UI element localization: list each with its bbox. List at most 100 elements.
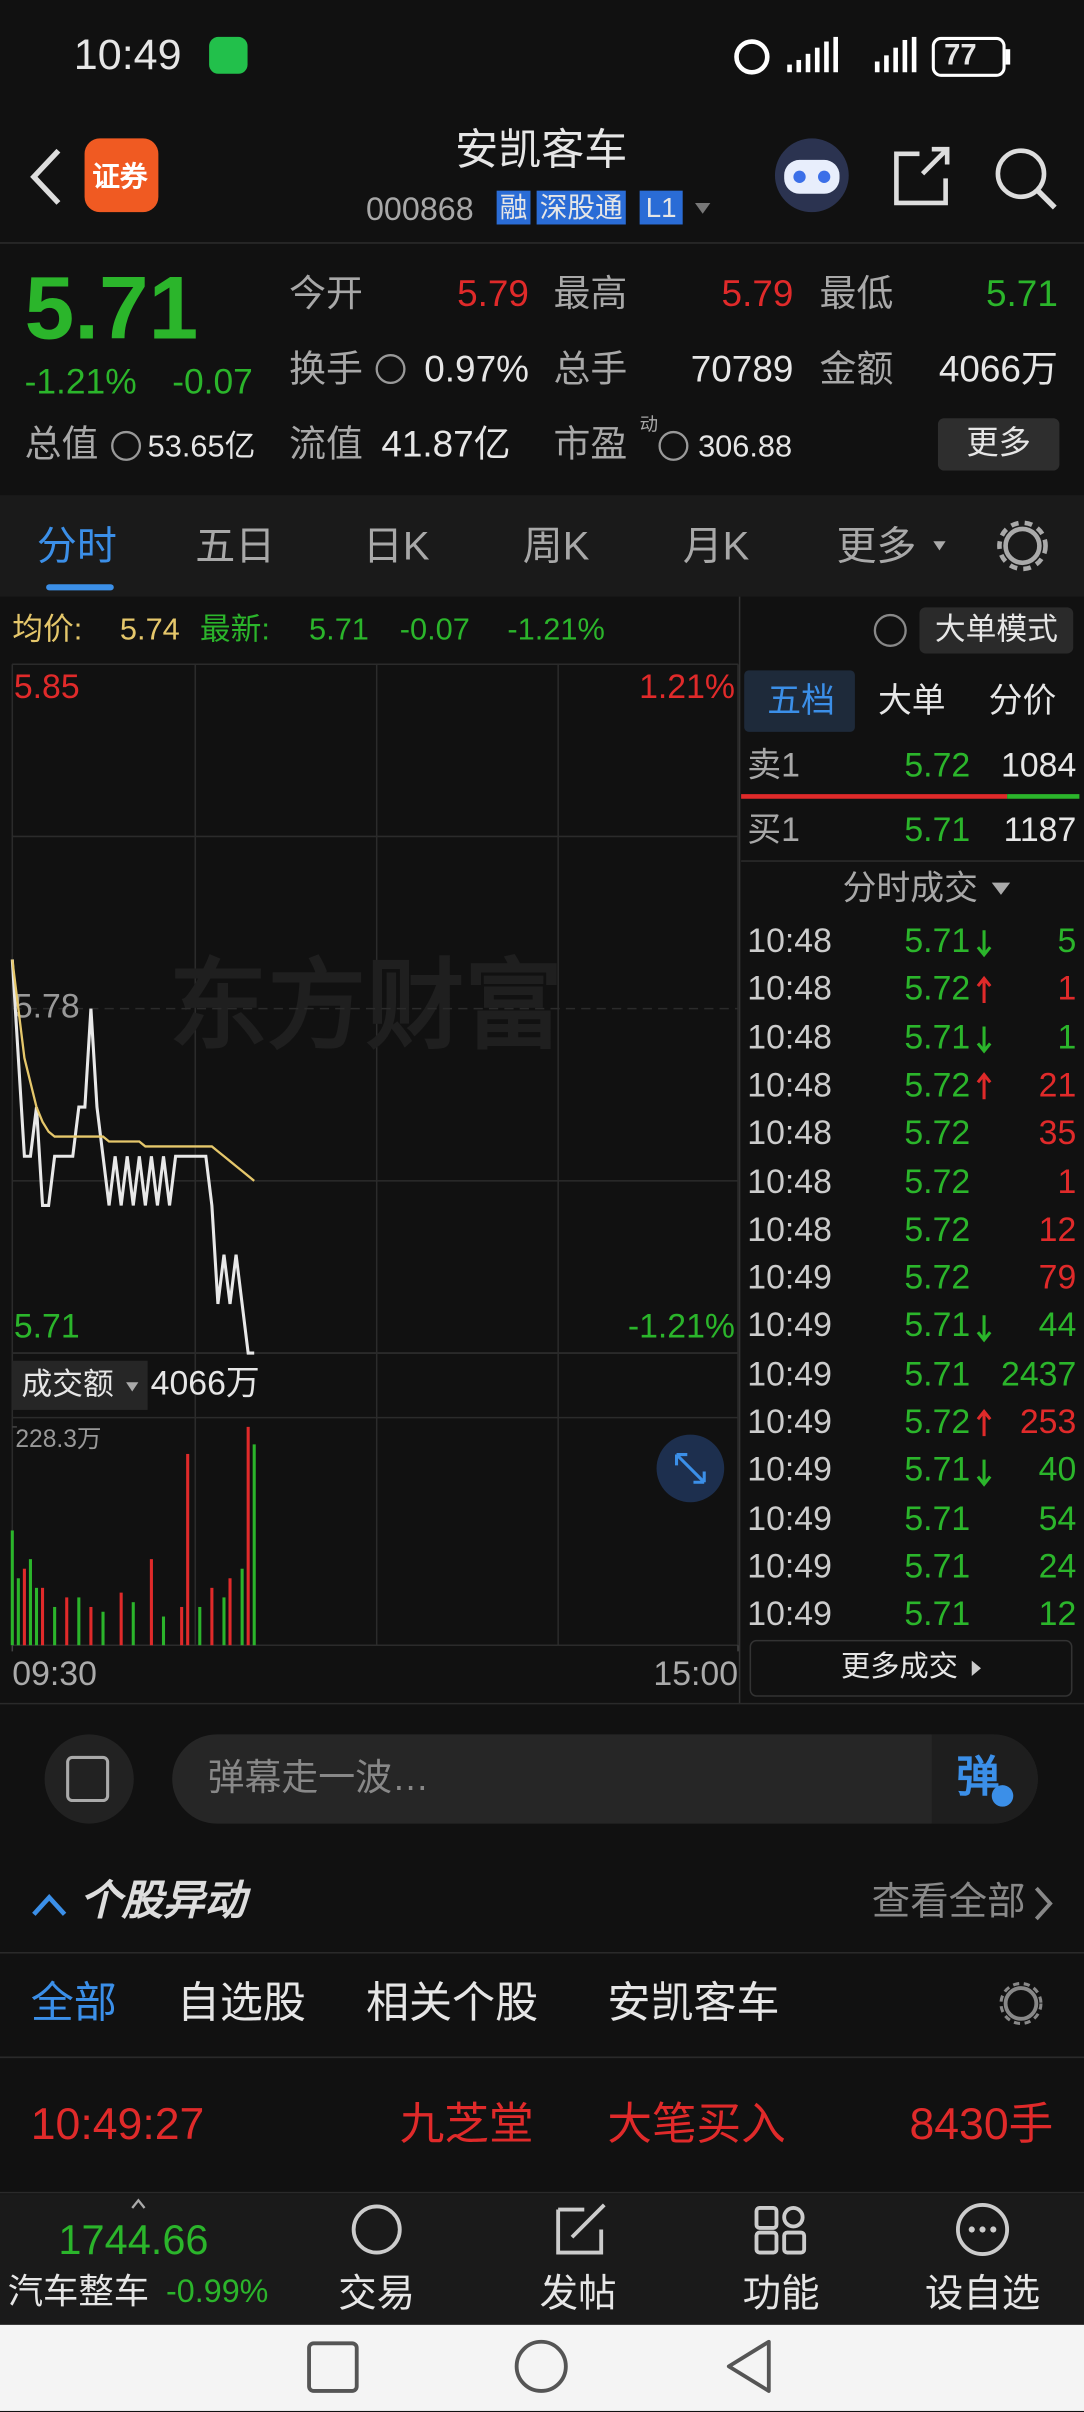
active-tab-bg xyxy=(744,670,855,732)
watermark: 东方财富 xyxy=(169,950,563,1061)
stat-value: 5.71 xyxy=(986,273,1058,316)
book-price: 5.71 xyxy=(904,810,971,849)
avg-value: 5.74 xyxy=(119,613,180,648)
mode-button-bg[interactable] xyxy=(919,607,1074,654)
battery-level: 77 xyxy=(944,39,977,73)
trade-time: 10:49 xyxy=(747,1306,832,1345)
trade-price: 5.72 xyxy=(904,1257,971,1297)
change-percent: -1.21% xyxy=(24,361,137,402)
trade-price: 5.71 xyxy=(904,921,971,960)
trade-price: 5.72 xyxy=(904,969,971,1008)
stat-label: 最高 xyxy=(553,273,628,316)
last-price: 5.71 xyxy=(24,258,199,359)
trade-price: 5.71 xyxy=(904,1306,971,1345)
index-value[interactable]: 1744.66 xyxy=(58,2217,209,2264)
view-all[interactable]: 查看全部 xyxy=(871,1880,1026,1924)
more-trades[interactable]: 更多成交 xyxy=(841,1651,958,1684)
back-button[interactable] xyxy=(30,148,61,205)
alarm-icon xyxy=(734,39,770,75)
volume-total: 4066万 xyxy=(150,1363,260,1403)
trade-volume: 44 xyxy=(1038,1306,1077,1345)
tab[interactable]: 更多 xyxy=(836,522,917,569)
mover-time: 10:49:27 xyxy=(30,2100,205,2150)
status-time: 10:49 xyxy=(73,30,182,79)
book-price: 5.72 xyxy=(904,745,971,785)
tab[interactable]: 分时 xyxy=(36,522,117,569)
trade-volume: 21 xyxy=(1038,1065,1077,1104)
search-icon[interactable] xyxy=(995,148,1047,200)
book-tab[interactable]: 大单 xyxy=(877,681,946,720)
dropdown-icon[interactable] xyxy=(694,202,711,214)
settings-icon[interactable] xyxy=(1003,526,1042,566)
trade-time: 10:49 xyxy=(747,1257,832,1297)
mover-volume: 8430手 xyxy=(909,2100,1054,2150)
stat-value: 0.97% xyxy=(424,349,529,391)
trade-volume: 12 xyxy=(1038,1594,1077,1634)
app-logo xyxy=(84,138,159,213)
mode-button[interactable]: 大单模式 xyxy=(934,613,1058,648)
comment-input[interactable] xyxy=(172,1734,1038,1824)
tab[interactable]: 周K xyxy=(522,522,590,569)
nav-item[interactable]: 交易 xyxy=(338,2272,416,2316)
volume-selector-bg[interactable] xyxy=(12,1360,148,1410)
nav-recent[interactable] xyxy=(307,2341,359,2393)
trade-price: 5.71 xyxy=(904,1017,971,1056)
more-trades-button[interactable] xyxy=(749,1639,1073,1697)
index-change[interactable]: -0.99% xyxy=(166,2274,269,2310)
trade-time: 10:48 xyxy=(747,1017,832,1056)
tab[interactable]: 日K xyxy=(362,522,430,569)
trade-volume: 35 xyxy=(1038,1113,1077,1152)
tab-underline xyxy=(46,584,114,591)
avg-label: 均价: xyxy=(12,613,83,648)
filter-tab[interactable]: 全部 xyxy=(30,1978,117,2027)
danmaku-icon[interactable] xyxy=(44,1734,134,1824)
help-icon[interactable] xyxy=(873,613,907,647)
more-button-bg[interactable] xyxy=(937,418,1060,471)
trade-volume: 40 xyxy=(1038,1450,1077,1489)
book-volume: 1187 xyxy=(1003,810,1077,849)
trade-price: 5.71 xyxy=(904,1354,971,1393)
danmaku-button[interactable]: 弹 xyxy=(956,1752,1000,1801)
trade-volume: 24 xyxy=(1038,1546,1077,1586)
stat-value: 4066万 xyxy=(938,349,1058,391)
nav-item[interactable]: 设自选 xyxy=(924,2272,1041,2316)
trade-time: 10:49 xyxy=(747,1354,832,1393)
nav-back[interactable] xyxy=(726,2339,771,2393)
index-name[interactable]: 汽车整车 xyxy=(7,2271,150,2311)
stat-value: 41.87亿 xyxy=(381,424,511,466)
share-icon[interactable] xyxy=(894,146,950,206)
book-tab[interactable]: 五档 xyxy=(767,681,835,720)
badge: L1 xyxy=(639,190,683,225)
book-tab[interactable]: 分价 xyxy=(988,681,1057,720)
trade-price: 5.71 xyxy=(904,1546,971,1586)
comment-placeholder[interactable]: 弹幕走一波… xyxy=(207,1757,429,1799)
stat-label: 最低 xyxy=(819,273,894,316)
section-title: 个股异动 xyxy=(79,1877,247,1924)
volume-selector[interactable]: 成交额 xyxy=(21,1368,114,1403)
trade-price: 5.72 xyxy=(904,1209,971,1249)
wechat-icon xyxy=(209,36,248,74)
latest-change-percent: -1.21% xyxy=(507,613,605,648)
filter-tab[interactable]: 安凯客车 xyxy=(607,1978,780,2027)
book-label: 卖1 xyxy=(747,745,800,785)
badge: 深股通 xyxy=(536,190,626,225)
filter-tab[interactable]: 相关个股 xyxy=(365,1978,539,2027)
tab[interactable]: 五日 xyxy=(195,522,276,569)
nav-item[interactable]: 发帖 xyxy=(539,2272,617,2316)
stat-value: 53.65亿 xyxy=(147,430,256,465)
trade-volume: 12 xyxy=(1038,1209,1077,1249)
trade-time: 10:49 xyxy=(747,1594,832,1634)
filter-tab[interactable]: 自选股 xyxy=(176,1978,307,2027)
nav-item[interactable]: 功能 xyxy=(742,2272,820,2316)
trade-time: 10:48 xyxy=(747,1065,832,1104)
book-label: 买1 xyxy=(747,810,800,849)
nav-home[interactable] xyxy=(514,2339,568,2393)
tab[interactable]: 月K xyxy=(682,522,750,569)
bottom-icons[interactable] xyxy=(351,2202,1010,2257)
badge: 融 xyxy=(496,190,531,225)
trade-price: 5.71 xyxy=(904,1594,971,1634)
stat-label: 金额 xyxy=(819,349,894,391)
more-button[interactable]: 更多 xyxy=(966,425,1031,462)
book-volume: 1084 xyxy=(1001,745,1077,785)
mover-stock[interactable]: 九芝堂 xyxy=(399,2100,534,2150)
